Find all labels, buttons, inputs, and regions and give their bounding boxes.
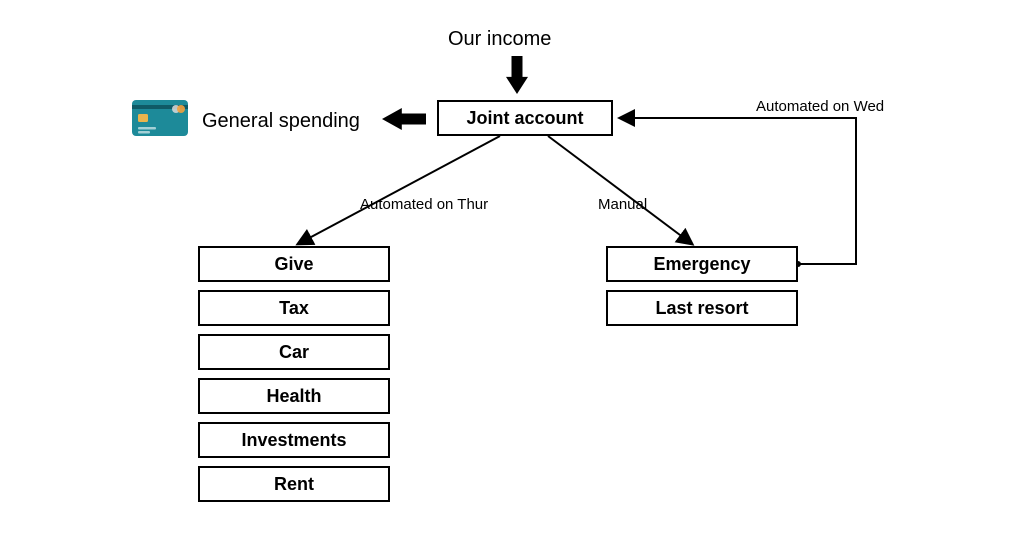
node-health: Health bbox=[198, 378, 390, 414]
node-investments: Investments bbox=[198, 422, 390, 458]
node-give-label: Give bbox=[274, 254, 313, 275]
node-emergency-label: Emergency bbox=[653, 254, 750, 275]
arrow-joint-to-right bbox=[548, 136, 692, 244]
node-give: Give bbox=[198, 246, 390, 282]
node-rent-label: Rent bbox=[274, 474, 314, 495]
node-car: Car bbox=[198, 334, 390, 370]
node-emergency: Emergency bbox=[606, 246, 798, 282]
credit-card-icon bbox=[132, 100, 188, 136]
node-car-label: Car bbox=[279, 342, 309, 363]
node-rent: Rent bbox=[198, 466, 390, 502]
node-lastresort-label: Last resort bbox=[655, 298, 748, 319]
arrow-emergency-to-joint bbox=[620, 118, 856, 264]
label-income: Our income bbox=[448, 28, 551, 51]
label-manual: Manual bbox=[598, 196, 647, 213]
label-auto_thur: Automated on Thur bbox=[360, 196, 488, 213]
node-joint: Joint account bbox=[437, 100, 613, 136]
arrow-income-to-joint bbox=[506, 56, 528, 94]
node-joint-label: Joint account bbox=[466, 108, 583, 129]
node-investments-label: Investments bbox=[241, 430, 346, 451]
node-tax-label: Tax bbox=[279, 298, 309, 319]
label-auto_wed: Automated on Wed bbox=[756, 98, 884, 115]
node-health-label: Health bbox=[266, 386, 321, 407]
arrow-joint-to-spending bbox=[382, 108, 426, 130]
arrow-joint-to-left bbox=[298, 136, 500, 244]
label-spending: General spending bbox=[202, 110, 360, 133]
node-tax: Tax bbox=[198, 290, 390, 326]
node-lastresort: Last resort bbox=[606, 290, 798, 326]
